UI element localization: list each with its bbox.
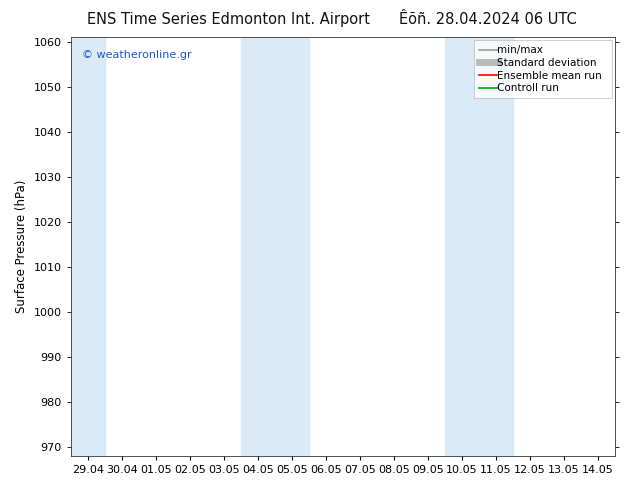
Legend: min/max, Standard deviation, Ensemble mean run, Controll run: min/max, Standard deviation, Ensemble me…: [474, 40, 612, 98]
Text: Êõñ. 28.04.2024 06 UTC: Êõñ. 28.04.2024 06 UTC: [399, 12, 577, 27]
Bar: [445, 37, 513, 456]
Y-axis label: Surface Pressure (hPa): Surface Pressure (hPa): [15, 180, 28, 313]
Bar: [241, 37, 309, 456]
Text: ENS Time Series Edmonton Int. Airport: ENS Time Series Edmonton Int. Airport: [87, 12, 370, 27]
Bar: [71, 37, 105, 456]
Text: © weatheronline.gr: © weatheronline.gr: [82, 49, 191, 60]
